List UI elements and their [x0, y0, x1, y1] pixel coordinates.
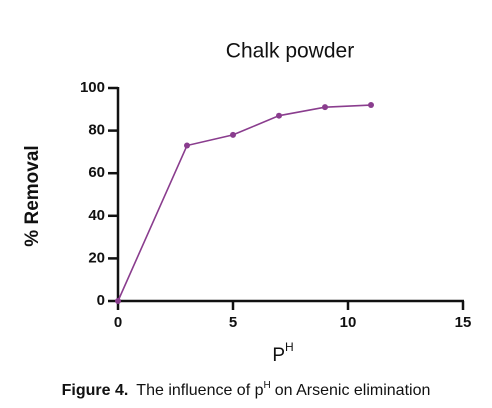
y-tick-label: 20: [88, 249, 105, 266]
data-point: [322, 104, 328, 111]
caption-sup: H: [264, 380, 271, 391]
data-line: [117, 104, 372, 302]
caption-label: Figure 4.: [62, 382, 129, 399]
x-axis-label-base: P: [272, 345, 285, 366]
y-tick-label: 80: [88, 122, 105, 139]
x-tick-label: 10: [340, 314, 357, 331]
x-axis-label: PH: [272, 340, 293, 366]
x-axis-label-sup: H: [285, 340, 294, 354]
x-tick-label: 5: [229, 314, 237, 331]
caption-before: The influence of p: [136, 382, 263, 399]
data-point: [368, 102, 374, 109]
data-point: [276, 112, 282, 119]
data-point: [115, 298, 121, 304]
data-point: [230, 131, 236, 138]
y-tick-label: 60: [88, 164, 105, 181]
x-tick-label: 0: [114, 314, 122, 331]
data-point: [184, 142, 190, 149]
x-tick-label: 15: [455, 314, 472, 331]
y-tick-label: 40: [88, 207, 105, 224]
y-axis-label: % Removal: [22, 145, 43, 246]
caption-after: on Arsenic elimination: [275, 382, 431, 399]
chart-title: Chalk powder: [226, 40, 354, 63]
y-tick-label: 100: [80, 79, 105, 96]
y-tick-label: 0: [97, 292, 105, 309]
caption: Figure 4. The influence of pH on Arsenic e…: [62, 380, 431, 400]
